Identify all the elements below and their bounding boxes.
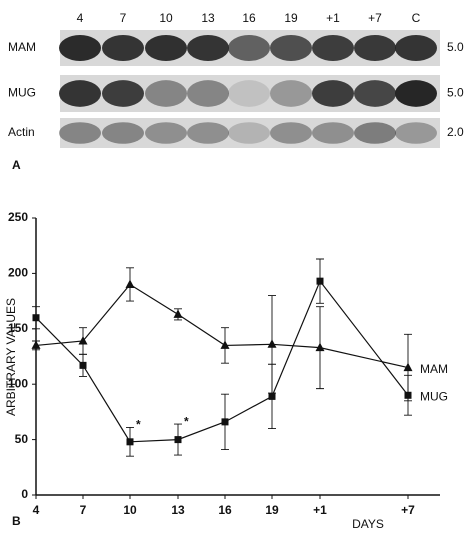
y-axis-title: ARBITRARY VALUES [4, 298, 18, 416]
panel-label: B [12, 514, 21, 528]
size-label: 5.0 [447, 40, 464, 54]
x-tick-label: 19 [265, 503, 279, 517]
blot-band [102, 35, 144, 61]
marker [316, 277, 324, 285]
size-label: 5.0 [447, 86, 464, 100]
blot-band [354, 122, 396, 144]
blot-band [270, 35, 312, 61]
lane-label: 4 [77, 11, 84, 25]
blot-band [102, 80, 144, 107]
y-tick-label: 50 [15, 432, 29, 446]
marker [173, 309, 183, 318]
panel-label: A [12, 158, 21, 172]
blot-band [395, 122, 437, 144]
marker [31, 340, 41, 349]
marker [32, 314, 40, 322]
y-tick-label: 200 [8, 266, 28, 280]
marker [403, 362, 413, 372]
blot-band [59, 35, 101, 61]
x-tick-label: 7 [80, 503, 87, 517]
marker [404, 391, 412, 399]
blot-band [395, 35, 437, 61]
annotation: * [184, 414, 189, 428]
series-line [35, 279, 409, 443]
legend-label: MAM [420, 362, 448, 376]
blot-band [270, 80, 312, 107]
lane-label: 13 [201, 11, 215, 25]
marker [268, 392, 276, 400]
blot-band [102, 122, 144, 144]
x-axis-title: DAYS [352, 517, 384, 531]
lane-label: 7 [120, 11, 127, 25]
marker [221, 418, 229, 426]
marker [267, 339, 277, 348]
blot-band [59, 122, 101, 144]
x-tick-label: +7 [401, 503, 415, 517]
blot-band [354, 35, 396, 61]
lane-label: +7 [368, 11, 382, 25]
series-line [35, 283, 409, 369]
blot-band [395, 80, 437, 107]
lane-label: 10 [159, 11, 173, 25]
blot-band [228, 80, 270, 107]
blot-band [270, 122, 312, 144]
marker [315, 342, 325, 352]
marker [79, 361, 87, 369]
blot-band [145, 80, 187, 107]
marker [126, 438, 134, 446]
row-label: MUG [8, 86, 36, 100]
marker [78, 335, 88, 345]
marker [125, 279, 135, 288]
blot-band [145, 122, 187, 144]
row-label: MAM [8, 40, 36, 54]
annotation: * [136, 418, 141, 432]
row-label: Actin [8, 125, 35, 139]
blot-band [228, 35, 270, 61]
y-tick-label: 250 [8, 210, 28, 224]
lane-label: +1 [326, 11, 340, 25]
blot-band [312, 35, 354, 61]
blot-band [228, 122, 270, 144]
blot-band [187, 35, 229, 61]
y-tick-label: 0 [21, 487, 28, 501]
blot-band [59, 80, 101, 107]
legend-label: MUG [420, 389, 448, 403]
blot-band [187, 80, 229, 107]
x-tick-label: 10 [123, 503, 137, 517]
blot-band [145, 35, 187, 61]
size-label: 2.0 [447, 125, 464, 139]
marker [174, 436, 182, 444]
blot-band [354, 80, 396, 107]
marker [220, 340, 230, 349]
blot-band [312, 122, 354, 144]
x-tick-label: +1 [313, 503, 327, 517]
y-tick-label: 100 [8, 376, 28, 390]
blot-band [312, 80, 354, 107]
y-tick-label: 150 [8, 321, 28, 335]
lane-label: C [412, 11, 421, 25]
blot-band [187, 122, 229, 144]
lane-label: 19 [284, 11, 298, 25]
x-tick-label: 13 [171, 503, 185, 517]
x-tick-label: 16 [218, 503, 232, 517]
lane-label: 16 [242, 11, 256, 25]
x-tick-label: 4 [33, 503, 40, 517]
